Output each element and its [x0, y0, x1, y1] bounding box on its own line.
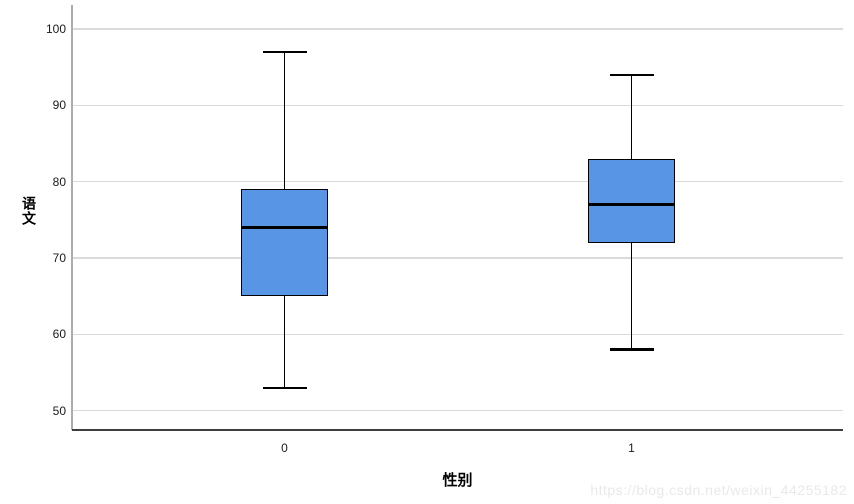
x-tick-label: 1: [628, 441, 635, 455]
y-tick-label: 70: [52, 251, 66, 266]
whisker-cap-max: [609, 73, 654, 76]
y-gridline: [72, 180, 843, 183]
y-gridline: [72, 410, 843, 412]
watermark-text: https://blog.csdn.net/weixin_44255182: [590, 482, 847, 498]
whisker-cap-min: [262, 386, 307, 389]
y-gridline: [72, 28, 843, 30]
whisker-cap-max: [262, 50, 307, 54]
box-iqr: [241, 189, 328, 297]
box-iqr: [588, 158, 675, 243]
y-tick-label: 50: [52, 403, 66, 418]
y-gridline: [72, 333, 843, 336]
y-axis-title: 语文: [20, 196, 35, 226]
y-tick-label: 60: [52, 327, 66, 342]
y-axis-line: [71, 5, 73, 430]
median-line: [588, 202, 675, 207]
whisker-cap-min: [609, 348, 654, 351]
median-line: [241, 225, 328, 230]
x-axis-title: 性别: [442, 473, 473, 489]
x-axis-line: [72, 429, 843, 431]
y-gridline: [72, 104, 843, 107]
y-tick-label: 100: [45, 22, 66, 36]
y-tick-label: 90: [52, 98, 66, 113]
x-tick-label: 0: [281, 441, 288, 455]
y-gridline: [72, 257, 843, 259]
y-tick-label: 80: [52, 174, 66, 189]
